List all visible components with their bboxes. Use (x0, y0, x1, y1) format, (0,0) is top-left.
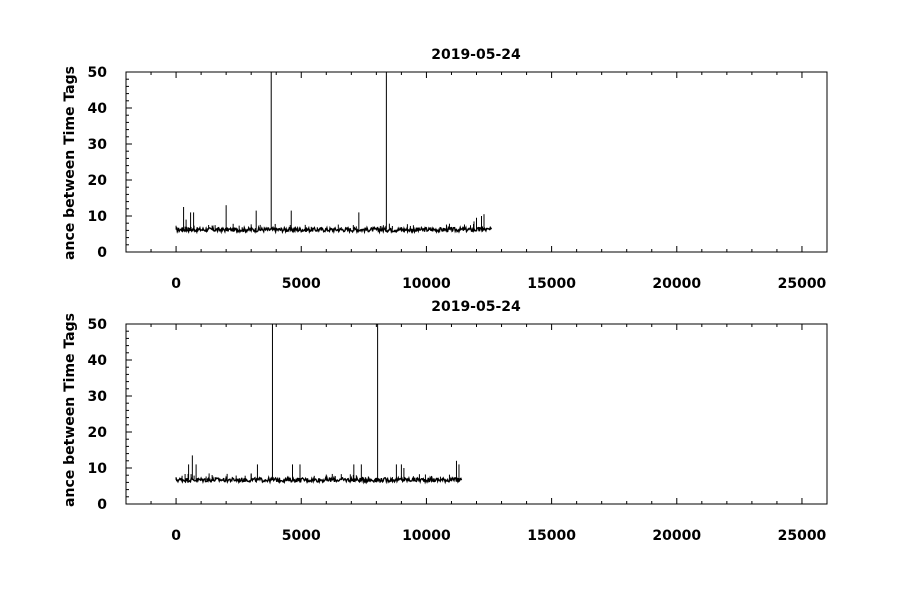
series-line (175, 224, 493, 235)
plot-frame (125, 323, 828, 505)
y-axis-label: ance between Time Tags (62, 66, 78, 260)
x-tick-label: 10000 (402, 528, 451, 544)
y-tick-label: 40 (88, 353, 108, 369)
x-tick-label: 10000 (402, 276, 451, 292)
y-tick-label: 0 (97, 245, 107, 261)
y-axis-label: ance between Time Tags (62, 313, 78, 507)
y-tick-label: 50 (88, 317, 108, 333)
x-tick-label: 0 (171, 276, 181, 292)
y-tick-label: 40 (88, 101, 108, 117)
x-tick-label: 0 (171, 528, 181, 544)
x-tick-label: 20000 (652, 528, 701, 544)
y-tick-label: 0 (97, 497, 107, 513)
y-tick-label: 20 (88, 173, 108, 189)
x-tick-label: 15000 (527, 276, 576, 292)
x-tick-label: 20000 (652, 276, 701, 292)
chart-panel-top: 2019-05-24 ance between Time Tags 0 10 20 3… (62, 47, 828, 292)
x-tick-label: 25000 (778, 528, 827, 544)
y-tick-label: 50 (88, 65, 108, 81)
y-tick-label: 30 (88, 137, 108, 153)
chart-panel-bottom: 2019-05-24 ance between Time Tags 0 10 20 3… (62, 299, 828, 544)
series-line (175, 474, 463, 485)
y-tick-label: 10 (88, 461, 108, 477)
x-tick-label: 15000 (527, 528, 576, 544)
chart-title: 2019-05-24 (431, 299, 521, 315)
y-tick-label: 30 (88, 389, 108, 405)
y-tick-label: 10 (88, 209, 108, 225)
x-tick-label: 5000 (282, 276, 321, 292)
x-tick-label: 5000 (282, 528, 321, 544)
chart-title: 2019-05-24 (431, 47, 521, 63)
x-tick-label: 25000 (778, 276, 827, 292)
y-tick-label: 20 (88, 425, 108, 441)
